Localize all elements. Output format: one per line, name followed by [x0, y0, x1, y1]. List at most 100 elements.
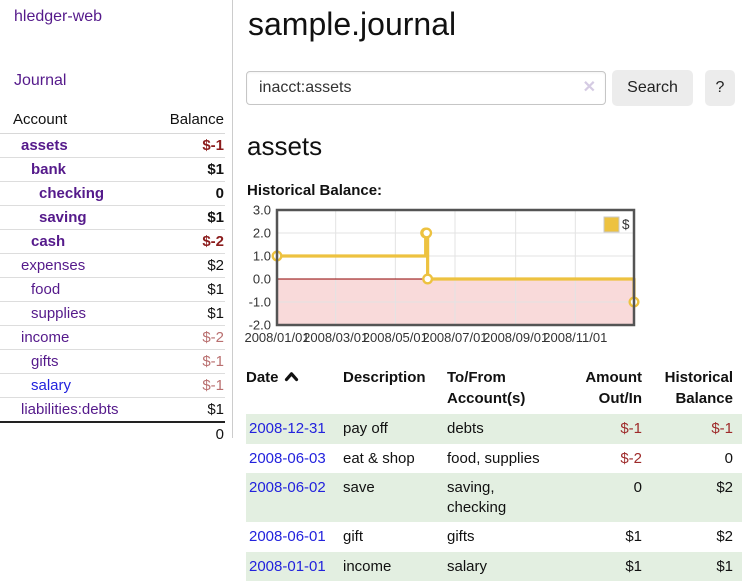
account-link-gifts[interactable]: gifts	[31, 353, 59, 370]
account-row-food: food $1	[0, 277, 225, 302]
column-header-date[interactable]: Date	[246, 364, 343, 414]
account-link-bank[interactable]: bank	[31, 161, 67, 178]
svg-text:2008/07/01: 2008/07/01	[422, 330, 487, 345]
account-row-salary: salary $-1	[0, 373, 225, 398]
account-row-expenses: expenses $2	[0, 253, 225, 278]
account-balance: $-1	[142, 373, 225, 398]
transaction-amount: $1	[625, 528, 642, 545]
svg-text:3.0: 3.0	[253, 203, 271, 218]
account-link-expenses[interactable]: expenses	[21, 257, 86, 274]
svg-text:2008/09/01: 2008/09/01	[483, 330, 548, 345]
register-row: 2008-12-31 pay off debts $-1 $-1	[246, 414, 742, 444]
register-table: Date Description To/From Account(s) Amou…	[246, 364, 742, 581]
account-row-supplies: supplies $1	[0, 301, 225, 326]
svg-text:2.0: 2.0	[253, 226, 271, 241]
account-link-checking[interactable]: checking	[39, 185, 105, 202]
account-link-saving[interactable]: saving	[39, 209, 87, 226]
account-balance: $1	[142, 205, 225, 230]
historical-balance-chart: 2008/01/012008/03/012008/05/012008/07/01…	[244, 203, 640, 345]
register-row: 2008-06-03 eat & shop food, supplies $-2…	[246, 444, 742, 474]
account-link-liabilities-debts[interactable]: liabilities:debts	[21, 401, 119, 418]
svg-text:2008/05/01: 2008/05/01	[363, 330, 428, 345]
account-row-assets: assets $-1	[0, 133, 225, 158]
transaction-description: income	[343, 557, 392, 575]
svg-text:2008/11/01: 2008/11/01	[543, 330, 607, 345]
transaction-amount: $1	[625, 557, 642, 575]
transaction-balance: $1	[716, 557, 733, 575]
transaction-date-link[interactable]: 2008-01-01	[249, 557, 326, 575]
transaction-description: save	[343, 479, 375, 496]
transaction-amount: $-1	[620, 420, 642, 437]
accounts-header-account: Account	[0, 108, 143, 134]
transaction-date-link[interactable]: 2008-06-02	[249, 479, 326, 496]
account-balance: $1	[142, 277, 225, 302]
clear-search-icon[interactable]: ✕	[582, 79, 596, 96]
transaction-description: gift	[343, 528, 364, 545]
account-link-assets[interactable]: assets	[21, 137, 68, 154]
register-header-row: Date Description To/From Account(s) Amou…	[246, 364, 742, 414]
sidebar: hledger-web Journal Account Balance asse…	[0, 0, 233, 446]
main-content: sample.journal ✕ Search ? assets Histori…	[244, 0, 742, 581]
accounts-header-balance: Balance	[142, 108, 225, 134]
account-row-saving: saving $1	[0, 205, 225, 230]
transaction-description: pay off	[343, 420, 388, 437]
account-row-cash: cash $-2	[0, 229, 225, 254]
svg-text:1.0: 1.0	[253, 249, 271, 264]
account-balance: $1	[142, 301, 225, 326]
account-balance: $-1	[142, 349, 225, 374]
account-balance: $1	[142, 157, 225, 182]
account-balance: $1	[142, 397, 225, 423]
account-link-food[interactable]: food	[31, 281, 61, 298]
transaction-balance: $2	[716, 528, 733, 545]
help-button[interactable]: ?	[705, 70, 735, 106]
search-form: ✕ Search ?	[246, 70, 742, 106]
transaction-amount: $-2	[620, 449, 642, 467]
account-row-liabilities-debts: liabilities:debts $1	[0, 397, 225, 423]
transaction-date-link[interactable]: 2008-06-01	[249, 528, 326, 545]
column-header-tofrom: To/From Account(s)	[447, 369, 526, 407]
account-balance: $2	[142, 253, 225, 278]
column-header-balance: Historical Balance	[664, 369, 733, 407]
account-balance: $-2	[142, 325, 225, 350]
account-row-checking: checking 0	[0, 181, 225, 206]
transaction-accounts: salary	[447, 557, 488, 575]
transaction-accounts: debts	[447, 420, 484, 437]
account-link-salary[interactable]: salary	[31, 377, 72, 394]
sidebar-item-journal[interactable]: Journal	[14, 72, 67, 89]
account-row-bank: bank $1	[0, 157, 225, 182]
accounts-total-row: 0	[0, 421, 225, 446]
register-row: 2008-01-01 income salary $1 $1	[246, 551, 742, 581]
search-input[interactable]	[246, 71, 606, 105]
svg-text:2008/01/01: 2008/01/01	[244, 330, 309, 345]
account-link-supplies[interactable]: supplies	[31, 305, 87, 322]
svg-text:-2.0: -2.0	[249, 318, 271, 333]
account-link-income[interactable]: income	[21, 329, 70, 346]
svg-text:2008/03/01: 2008/03/01	[303, 330, 368, 345]
accounts-total-value: 0	[142, 421, 225, 446]
register-row: 2008-06-02 save saving, checking 0 $2	[246, 473, 742, 522]
account-heading: assets	[247, 131, 323, 161]
account-link-cash[interactable]: cash	[31, 233, 66, 250]
account-balance: 0	[142, 181, 225, 206]
search-button[interactable]: Search	[612, 70, 693, 106]
transaction-date-link[interactable]: 2008-12-31	[249, 420, 326, 437]
column-header-amount: Amount Out/In	[585, 369, 642, 407]
account-row-gifts: gifts $-1	[0, 349, 225, 374]
transaction-description: eat & shop	[343, 449, 415, 467]
account-balance: $-1	[142, 133, 225, 158]
transaction-accounts: gifts	[447, 528, 475, 545]
svg-text:0.0: 0.0	[253, 272, 271, 287]
page-title: sample.journal	[248, 6, 457, 42]
register-row: 2008-06-01 gift gifts $1 $2	[246, 522, 742, 552]
transaction-balance: 0	[724, 449, 733, 467]
account-balance: $-2	[142, 229, 225, 254]
svg-text:$: $	[622, 217, 630, 232]
transaction-balance: $2	[716, 479, 733, 496]
app-brand-link[interactable]: hledger-web	[14, 8, 103, 25]
account-row-income: income $-2	[0, 325, 225, 350]
transaction-date-link[interactable]: 2008-06-03	[249, 449, 326, 467]
accounts-header-row: Account Balance	[0, 108, 225, 134]
sort-ascending-icon	[284, 367, 299, 388]
transaction-accounts: saving, checking	[447, 479, 507, 516]
transaction-accounts: food, supplies	[447, 449, 540, 467]
